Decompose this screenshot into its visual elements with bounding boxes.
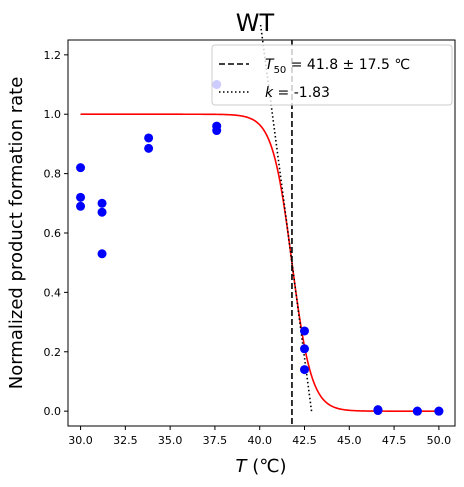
y-tick-label: 0.0 bbox=[44, 405, 62, 418]
y-tick-label: 1.2 bbox=[44, 49, 62, 62]
data-point bbox=[76, 163, 86, 173]
x-axis-ticks: 30.0 32.5 35.0 37.5 40.0 42.5 45.0 47.5 50.0 bbox=[68, 426, 451, 447]
x-axis-label-unit: (℃) bbox=[247, 456, 287, 477]
y-tick-label: 0.4 bbox=[44, 286, 62, 299]
x-tick-label: 32.5 bbox=[113, 434, 138, 447]
legend-k-symbol: k bbox=[265, 85, 274, 101]
data-point bbox=[300, 344, 309, 354]
x-tick-label: 47.5 bbox=[382, 434, 407, 447]
y-tick-label: 0.2 bbox=[44, 346, 62, 359]
x-tick-label: 30.0 bbox=[68, 434, 93, 447]
x-axis-label: T (℃) bbox=[236, 456, 287, 477]
data-point bbox=[144, 143, 154, 153]
data-point bbox=[76, 201, 86, 211]
data-point bbox=[300, 365, 309, 375]
x-tick-label: 50.0 bbox=[427, 434, 452, 447]
data-point bbox=[300, 326, 309, 336]
y-tick-label: 1.0 bbox=[44, 108, 62, 121]
data-point bbox=[373, 406, 383, 416]
x-tick-label: 35.0 bbox=[158, 434, 183, 447]
legend-box bbox=[211, 44, 453, 106]
legend-t50-text: = 41.8 ± 17.5 ℃ bbox=[286, 57, 410, 73]
data-point bbox=[212, 126, 222, 136]
x-tick-label: 37.5 bbox=[203, 434, 228, 447]
legend-t50-symbol: T bbox=[265, 57, 275, 73]
legend: T50 = 41.8 ± 17.5 ℃ k = -1.83 bbox=[211, 44, 453, 106]
y-axis-label: Normalized product formation rate bbox=[6, 77, 27, 390]
y-tick-label: 0.8 bbox=[44, 168, 62, 181]
data-point bbox=[434, 406, 444, 416]
legend-k-text: = -1.83 bbox=[273, 85, 330, 101]
legend-t50-label: T50 = 41.8 ± 17.5 ℃ bbox=[265, 57, 410, 76]
legend-t50-subscript: 50 bbox=[274, 65, 287, 76]
y-axis-ticks: 0.0 0.2 0.4 0.6 0.8 1.0 1.2 bbox=[44, 49, 68, 418]
data-point bbox=[144, 133, 154, 143]
x-tick-label: 42.5 bbox=[292, 434, 317, 447]
data-point bbox=[97, 198, 107, 208]
chart-title: WT bbox=[236, 9, 275, 37]
x-tick-label: 40.0 bbox=[247, 434, 272, 447]
data-point bbox=[97, 249, 107, 259]
y-tick-label: 0.6 bbox=[44, 227, 62, 240]
legend-k-label: k = -1.83 bbox=[265, 85, 330, 101]
x-axis-label-symbol: T bbox=[236, 456, 249, 477]
data-point bbox=[412, 406, 422, 416]
data-point bbox=[76, 192, 86, 202]
x-tick-label: 45.0 bbox=[337, 434, 362, 447]
data-point bbox=[97, 207, 107, 217]
